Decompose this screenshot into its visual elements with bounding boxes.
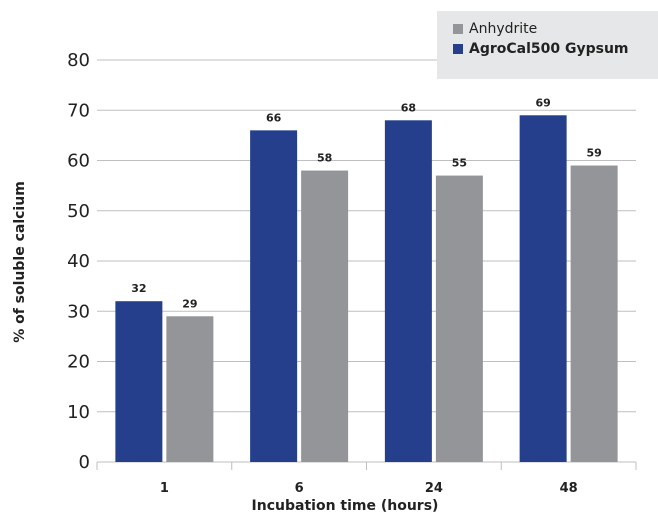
x-tick-24: 24 xyxy=(425,481,443,496)
bar-agrocal500-gypsum-48 xyxy=(519,115,567,463)
x-axis-title: Incubation time (hours) xyxy=(252,498,439,514)
legend-item-anhydrite: Anhydrite xyxy=(453,19,658,39)
bars xyxy=(115,115,618,463)
bar-agrocal500-gypsum-24 xyxy=(384,120,432,463)
x-tick-1: 1 xyxy=(160,481,169,496)
bar-anhydrite-1 xyxy=(166,316,214,462)
data-label-agrocal500-gypsum-48: 69 xyxy=(535,96,550,109)
x-tick-48: 48 xyxy=(560,481,578,496)
bar-anhydrite-48 xyxy=(570,165,618,462)
x-tick-labels: 1 6 24 48 xyxy=(160,481,578,496)
data-label-anhydrite-1: 29 xyxy=(182,297,197,310)
bar-anhydrite-24 xyxy=(435,175,483,462)
y-tick-50: 50 xyxy=(67,201,90,222)
legend-label-anhydrite: Anhydrite xyxy=(469,21,538,37)
legend-swatch-agrocal500 xyxy=(453,44,463,54)
data-label-agrocal500-gypsum-1: 32 xyxy=(131,282,146,295)
y-tick-20: 20 xyxy=(67,352,90,373)
legend-swatch-anhydrite xyxy=(453,24,463,34)
data-labels: 32 29 66 58 68 55 69 59 xyxy=(131,96,602,310)
data-label-anhydrite-48: 59 xyxy=(586,147,601,160)
legend-item-agrocal500: AgroCal500 Gypsum xyxy=(453,39,658,59)
data-label-anhydrite-24: 55 xyxy=(452,157,467,170)
y-tick-70: 70 xyxy=(67,100,90,121)
y-tick-60: 60 xyxy=(67,151,90,172)
legend: Anhydrite AgroCal500 Gypsum xyxy=(437,11,658,79)
y-tick-40: 40 xyxy=(67,251,90,272)
legend-label-agrocal500: AgroCal500 Gypsum xyxy=(469,41,629,57)
x-tick-6: 6 xyxy=(295,481,304,496)
bar-anhydrite-6 xyxy=(301,170,349,463)
bar-agrocal500-gypsum-6 xyxy=(250,130,298,462)
y-tick-labels: 0 10 20 30 40 50 60 70 80 xyxy=(67,50,90,473)
y-axis-title: % of soluble calcium xyxy=(12,181,28,343)
data-label-agrocal500-gypsum-6: 66 xyxy=(266,111,282,124)
y-tick-10: 10 xyxy=(67,402,90,423)
data-label-anhydrite-6: 58 xyxy=(317,152,332,165)
bar-agrocal500-gypsum-1 xyxy=(115,301,163,462)
y-tick-0: 0 xyxy=(79,452,90,473)
y-tick-80: 80 xyxy=(67,50,90,71)
data-label-agrocal500-gypsum-24: 68 xyxy=(401,101,416,114)
y-tick-30: 30 xyxy=(67,301,90,322)
